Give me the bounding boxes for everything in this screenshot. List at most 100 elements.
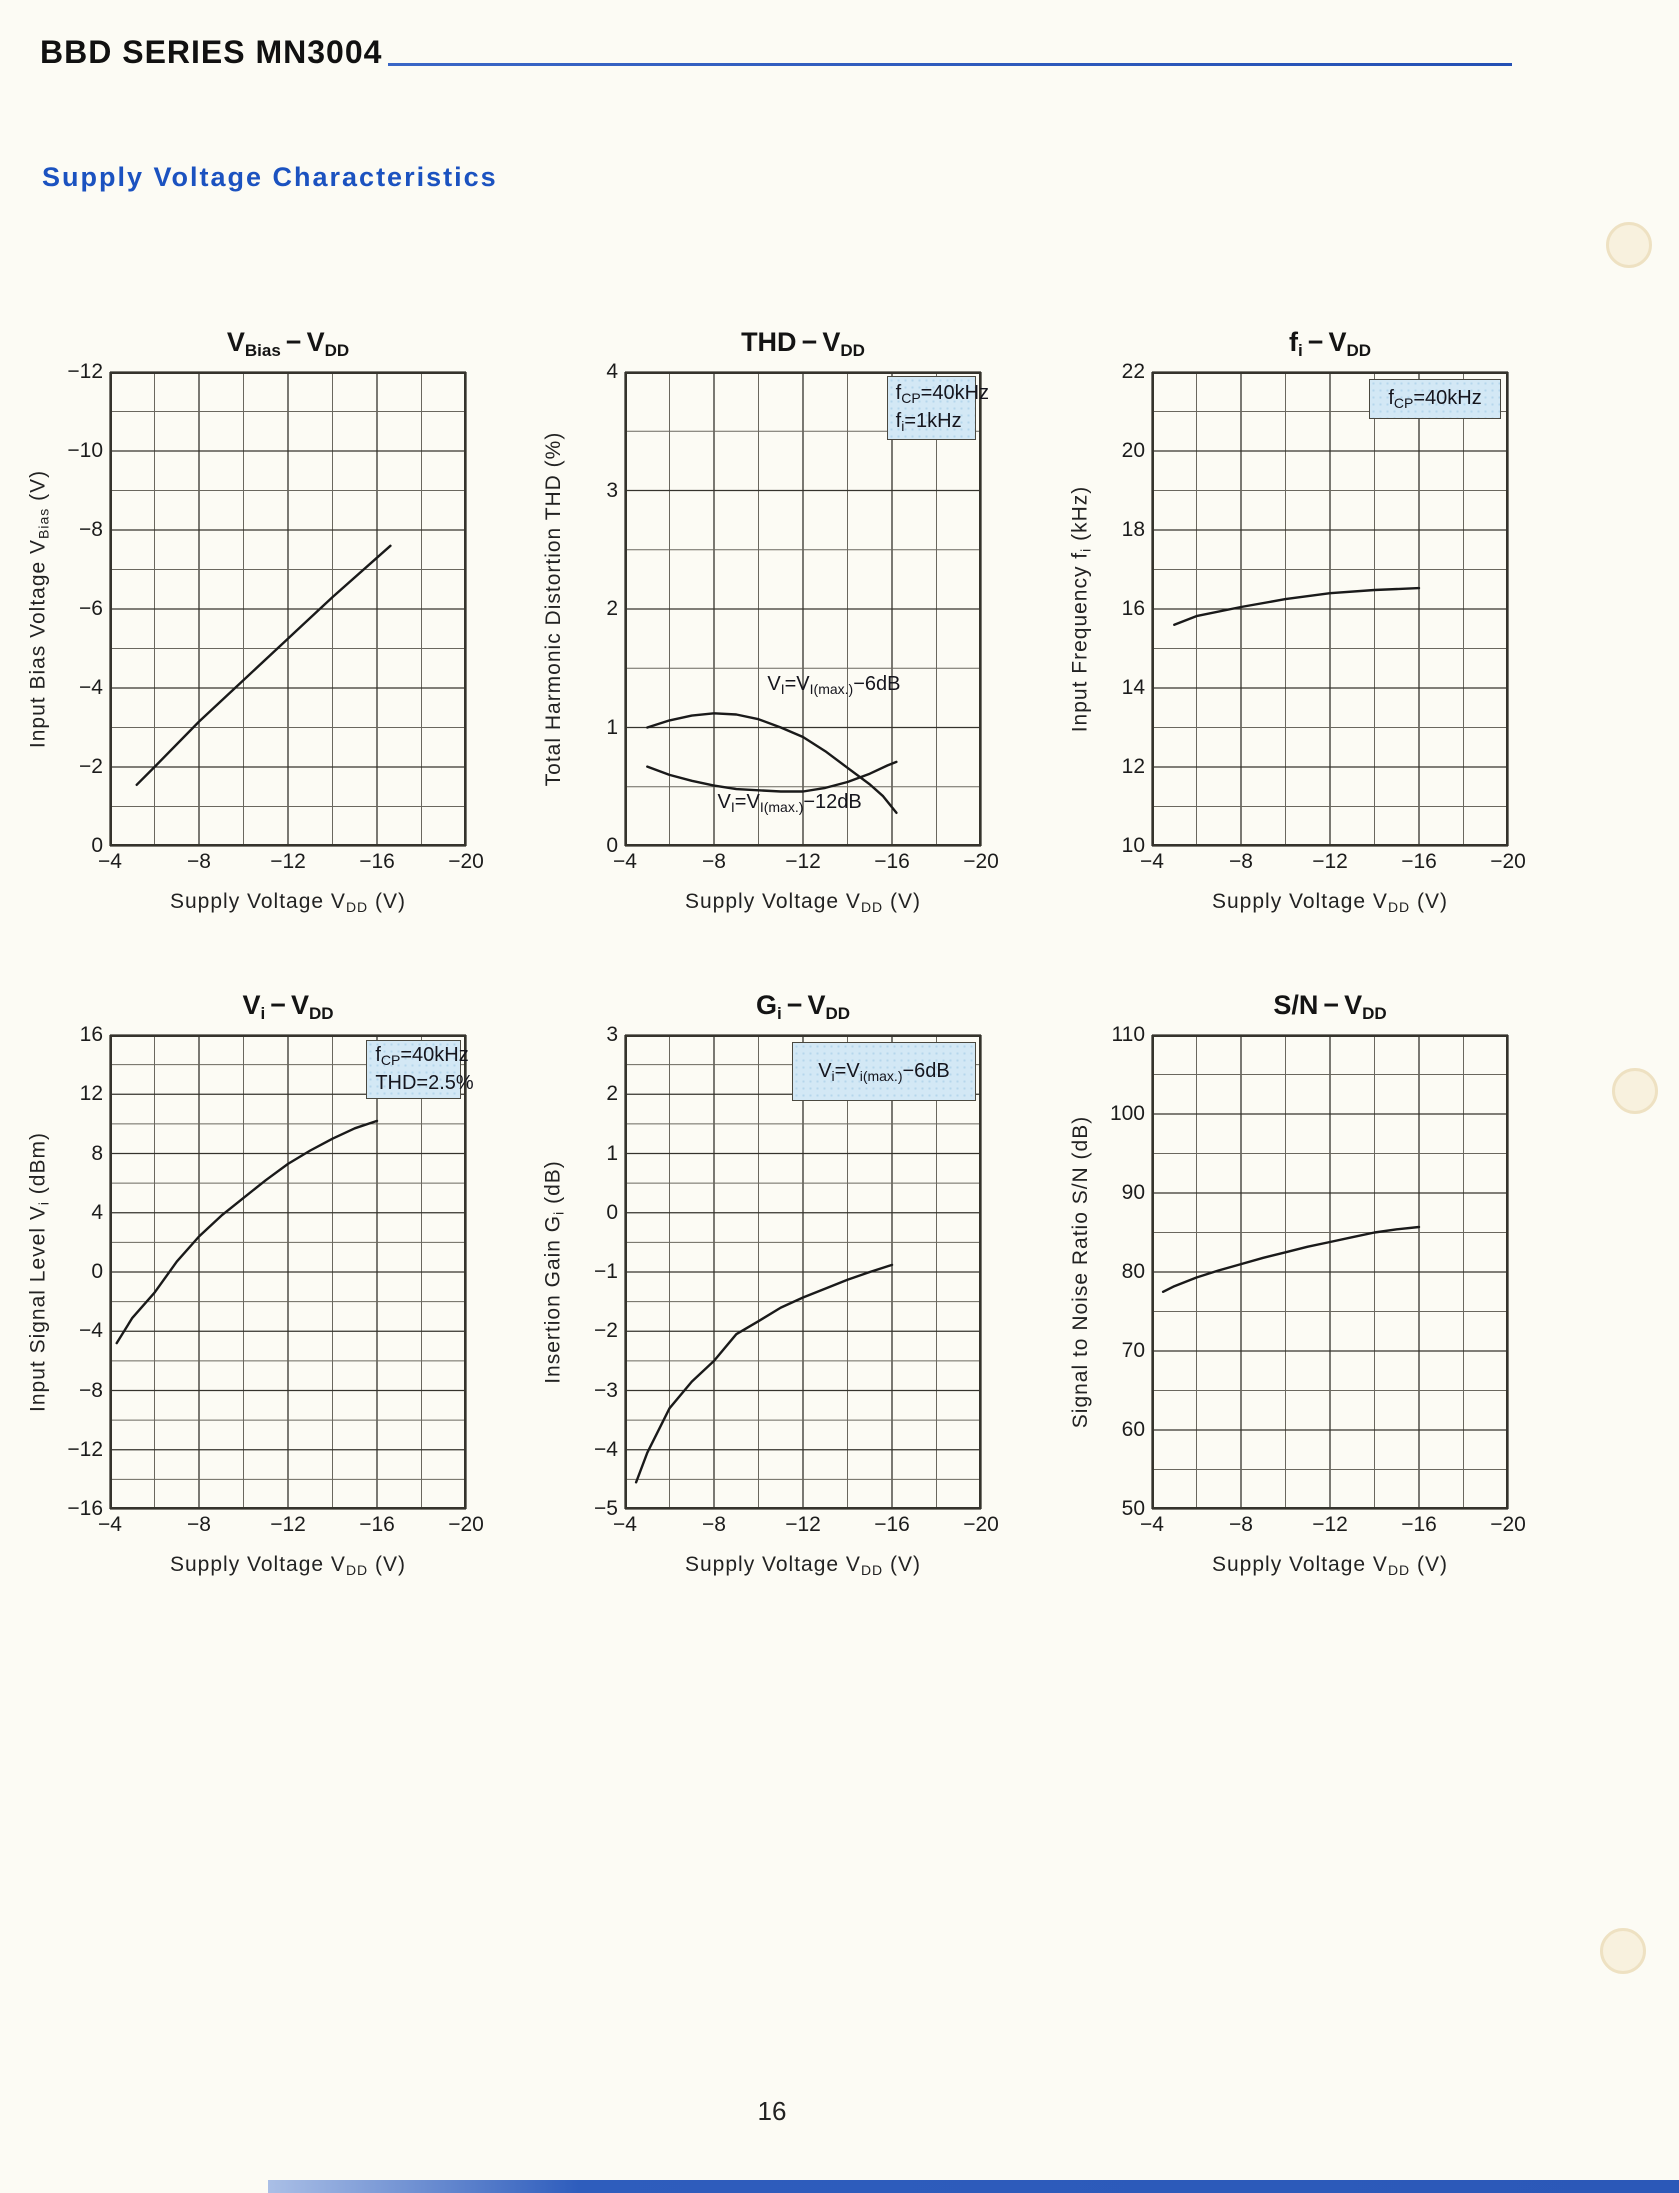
condition-annotation-box: fCP=40kHz fi=1kHz [886, 375, 990, 440]
x-tick-label: −20 [963, 850, 999, 873]
y-tick-label: 22 [1121, 360, 1145, 383]
chart-grid-svg [109, 371, 467, 847]
y-tick-label: 2 [606, 1082, 618, 1106]
header-rule [388, 63, 1512, 66]
curve-vi [115, 1119, 379, 1345]
y-tick-label: −10 [67, 439, 103, 462]
y-tick-label: −8 [79, 518, 103, 541]
chart-grid-svg [624, 371, 982, 847]
x-tick-label: −12 [1312, 850, 1348, 873]
y-axis-label: Input Frequency fi (kHz) [1068, 485, 1094, 733]
x-tick-label: −16 [874, 1513, 910, 1536]
punch-hole [1606, 222, 1652, 268]
y-tick-label: 16 [1121, 597, 1145, 620]
annotation-line: Vi=Vi(max.)−6dB [818, 1059, 950, 1084]
x-tick-label: −20 [1490, 1513, 1526, 1536]
y-tick-label: 0 [91, 834, 103, 857]
annotation-line: fCP=40kHz [375, 1043, 469, 1068]
condition-annotation-box: Vi=Vi(max.)−6dB [792, 1042, 976, 1102]
curve-vi-max-minus-6db [646, 712, 898, 814]
x-axis-label: Supply Voltage VDD (V) [1211, 890, 1448, 915]
y-tick-label: −2 [79, 755, 103, 778]
plot-area: 10 12 14 16 18 20 22 −4 −8 −12 −16 −20 fCP=40kHz [1122, 360, 1526, 873]
x-tick-label: −12 [785, 850, 821, 873]
chart-title: S/N − VDD [1273, 990, 1387, 1023]
annotation-line: fi=1kHz [895, 409, 962, 434]
section-title: Supply Voltage Characteristics [42, 162, 498, 192]
x-tick-label: −20 [448, 1513, 484, 1536]
x-tick-label: −8 [187, 1513, 211, 1536]
y-tick-label: −2 [594, 1319, 618, 1343]
x-tick-label: −4 [1140, 1513, 1164, 1536]
chart-grid-svg [624, 1034, 982, 1510]
x-tick-label: −4 [613, 850, 637, 873]
y-tick-label: 18 [1121, 518, 1145, 541]
curve-vi-max-minus-12db [646, 760, 898, 793]
y-tick-label: −3 [594, 1378, 618, 1402]
annotation-line: fCP=40kHz [895, 381, 990, 406]
chart-grid-svg [1151, 371, 1509, 847]
y-tick-label: 50 [1121, 1497, 1145, 1520]
x-tick-label: −20 [448, 850, 484, 873]
plot-area: −5 −4 −3 −2 −1 0 1 2 3 −4 −8 −12 −16 −20 Vi=Vi(max.)−6… [594, 1023, 999, 1536]
y-tick-label: 12 [1121, 755, 1145, 778]
y-tick-label: −4 [79, 1319, 103, 1343]
y-axis-label: Insertion Gain Gi (dB) [541, 1160, 567, 1384]
y-tick-label: −5 [594, 1497, 618, 1520]
plot-area: −16 −12 −8 −4 0 4 8 12 16 −4 −8 −12 −16 −20 fCP=40kHz T… [67, 1023, 483, 1536]
chart-title: Vi − VDD [242, 990, 334, 1023]
annotation-line: THD=2.5% [375, 1071, 474, 1094]
y-tick-label: 1 [606, 1141, 618, 1165]
y-tick-label: 2 [606, 597, 618, 620]
x-tick-label: −16 [359, 1513, 395, 1536]
y-tick-label: 0 [606, 1200, 618, 1224]
x-tick-label: −8 [702, 850, 726, 873]
y-tick-label: −1 [594, 1260, 618, 1283]
y-tick-label: −8 [79, 1378, 103, 1402]
y-tick-label: 90 [1121, 1181, 1145, 1204]
y-tick-label: 60 [1121, 1418, 1145, 1441]
curve-vbias [135, 544, 392, 786]
condition-annotation-box: fCP=40kHz [1369, 379, 1501, 420]
chart-title: Gi − VDD [755, 990, 851, 1023]
y-tick-label: 10 [1121, 834, 1145, 857]
curve-label: VI=VI(max.)−6dB [767, 672, 901, 697]
x-axis-label: Supply Voltage VDD (V) [169, 890, 406, 915]
x-tick-label: −12 [1312, 1513, 1348, 1536]
y-axis-label: Input Bias Voltage VBias (V) [26, 469, 52, 749]
plot-area: 0 −2 −4 −6 −8 −10 −12 −4 −8 −12 −16 −20 [67, 360, 483, 873]
x-tick-label: −20 [1490, 850, 1526, 873]
x-axis-label: Supply Voltage VDD (V) [1211, 1553, 1448, 1578]
x-tick-label: −16 [1401, 850, 1437, 873]
chart-thd-vdd: THD − VDD Total Harmonic Distortion THD (%)… [535, 327, 999, 931]
y-tick-label: −6 [79, 597, 103, 620]
annotation-line: fCP=40kHz [1388, 387, 1482, 412]
x-tick-label: −4 [613, 1513, 637, 1536]
y-tick-label: 70 [1121, 1339, 1145, 1362]
y-tick-label: 20 [1121, 439, 1145, 462]
chart-sn-vdd: S/N − VDD Signal to Noise Ratio S/N (dB) 50 6… [1062, 990, 1526, 1594]
x-tick-label: −4 [98, 850, 122, 873]
y-tick-label: 110 [1111, 1023, 1145, 1046]
plot-area: 50 60 70 80 90 100 110 −4 −8 −12 −16 −20 [1110, 1023, 1526, 1536]
y-tick-label: 80 [1121, 1260, 1145, 1283]
x-axis-label: Supply Voltage VDD (V) [169, 1553, 406, 1578]
x-tick-label: −8 [702, 1513, 726, 1536]
y-tick-label: 8 [91, 1141, 103, 1165]
x-tick-label: −16 [874, 850, 910, 873]
chart-title: THD − VDD [741, 327, 865, 360]
y-tick-label: −16 [67, 1497, 103, 1520]
x-tick-label: −8 [1229, 1513, 1253, 1536]
chart-fi-vdd: fi − VDD Input Frequency fi (kHz) 10 12 14 16 18… [1062, 327, 1526, 931]
y-tick-label: −12 [67, 1437, 103, 1461]
y-tick-label: 1 [606, 715, 618, 739]
y-axis-label: Input Signal Level Vi (dBm) [26, 1132, 52, 1412]
x-tick-label: −12 [270, 850, 306, 873]
curve-fi [1173, 586, 1421, 626]
x-axis-label: Supply Voltage VDD (V) [684, 1553, 921, 1578]
condition-annotation-box: fCP=40kHz THD=2.5% [366, 1039, 474, 1099]
y-tick-label: 0 [91, 1260, 103, 1283]
y-tick-label: 4 [606, 360, 618, 383]
y-tick-label: −4 [79, 676, 103, 699]
y-tick-label: −4 [594, 1437, 618, 1461]
